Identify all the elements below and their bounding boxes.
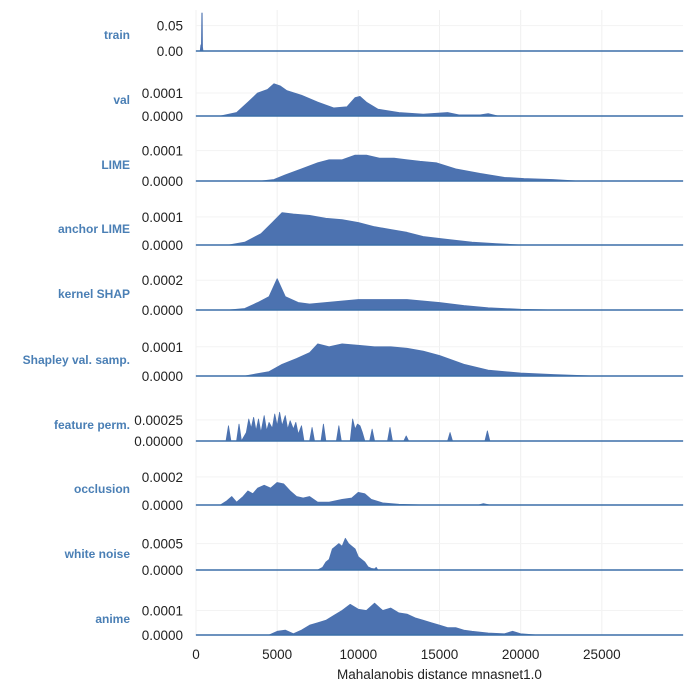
y-tick-label: 0.0000 bbox=[142, 303, 183, 318]
x-tick-label: 5000 bbox=[262, 647, 292, 662]
row-label-kernel-shap: kernel SHAP bbox=[58, 287, 130, 301]
y-tick-label: 0.0000 bbox=[142, 563, 183, 578]
density-area-shapley-val-samp bbox=[195, 343, 684, 377]
y-tick-label: 0.0000 bbox=[142, 498, 183, 513]
y-tick-label: 0.0001 bbox=[142, 603, 183, 618]
y-tick-label: 0.0001 bbox=[142, 144, 183, 159]
row-label-val: val bbox=[113, 93, 130, 107]
y-tick-label: 0.0000 bbox=[142, 369, 183, 384]
x-tick-label: 10000 bbox=[340, 647, 378, 662]
y-tick-label: 0.0001 bbox=[142, 86, 183, 101]
density-area-anchor-lime bbox=[195, 212, 684, 246]
y-tick-label: 0.05 bbox=[157, 19, 183, 34]
y-tick-label: 0.00000 bbox=[134, 434, 183, 449]
y-tick-label: 0.0002 bbox=[142, 273, 183, 288]
y-tick-label: 0.0001 bbox=[142, 210, 183, 225]
density-area-lime bbox=[195, 154, 684, 182]
x-tick-label: 20000 bbox=[502, 647, 540, 662]
row-label-anime: anime bbox=[95, 612, 130, 626]
x-tick-label: 15000 bbox=[421, 647, 459, 662]
density-area-kernel-shap bbox=[195, 278, 684, 311]
row-label-feature-perm: feature perm. bbox=[54, 418, 130, 432]
row-label-lime: LIME bbox=[101, 158, 130, 172]
row-label-anchor-lime: anchor LIME bbox=[58, 222, 130, 236]
density-area-white-noise bbox=[195, 537, 684, 571]
row-label-occlusion: occlusion bbox=[74, 482, 130, 496]
density-area-anime bbox=[195, 602, 684, 636]
row-label-train: train bbox=[104, 28, 130, 42]
density-area-val bbox=[195, 83, 684, 117]
x-tick-label: 0 bbox=[192, 647, 200, 662]
y-tick-label: 0.0005 bbox=[142, 537, 183, 552]
row-label-shapley-val-samp: Shapley val. samp. bbox=[23, 353, 130, 367]
y-tick-label: 0.00025 bbox=[134, 413, 183, 428]
y-tick-label: 0.0000 bbox=[142, 238, 183, 253]
x-tick-label: 25000 bbox=[583, 647, 621, 662]
y-tick-label: 0.0001 bbox=[142, 340, 183, 355]
y-tick-label: 0.0000 bbox=[142, 109, 183, 124]
y-tick-label: 0.00 bbox=[157, 44, 183, 59]
y-tick-label: 0.0000 bbox=[142, 628, 183, 643]
x-axis-label: Mahalanobis distance mnasnet1.0 bbox=[337, 667, 542, 682]
y-tick-label: 0.0000 bbox=[142, 174, 183, 189]
y-tick-label: 0.0002 bbox=[142, 470, 183, 485]
row-label-white-noise: white noise bbox=[64, 547, 131, 561]
